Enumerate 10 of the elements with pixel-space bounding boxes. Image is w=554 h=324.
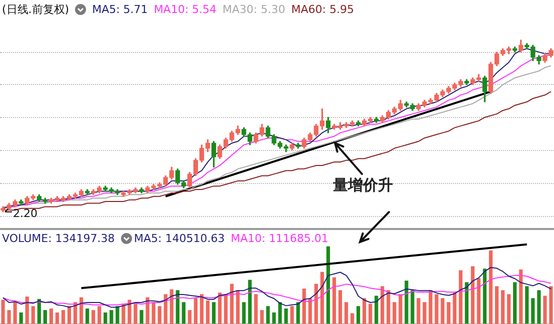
text: MA10: 111685.01 xyxy=(230,232,328,245)
text: MA10: 5.54 xyxy=(154,3,217,16)
chart-title: (日线.前复权) xyxy=(2,2,70,17)
text: MA30: 5.30 xyxy=(222,3,286,16)
text: MA5: 140510.63 xyxy=(134,232,225,245)
chart-title: VOLUME: 134197.38 xyxy=(2,232,115,245)
annotation: 2.20 xyxy=(13,207,38,220)
text: MA5: 5.71 xyxy=(92,3,148,16)
annotation: 量增价升 xyxy=(333,176,393,195)
text: MA60: 5.95 xyxy=(291,3,354,16)
